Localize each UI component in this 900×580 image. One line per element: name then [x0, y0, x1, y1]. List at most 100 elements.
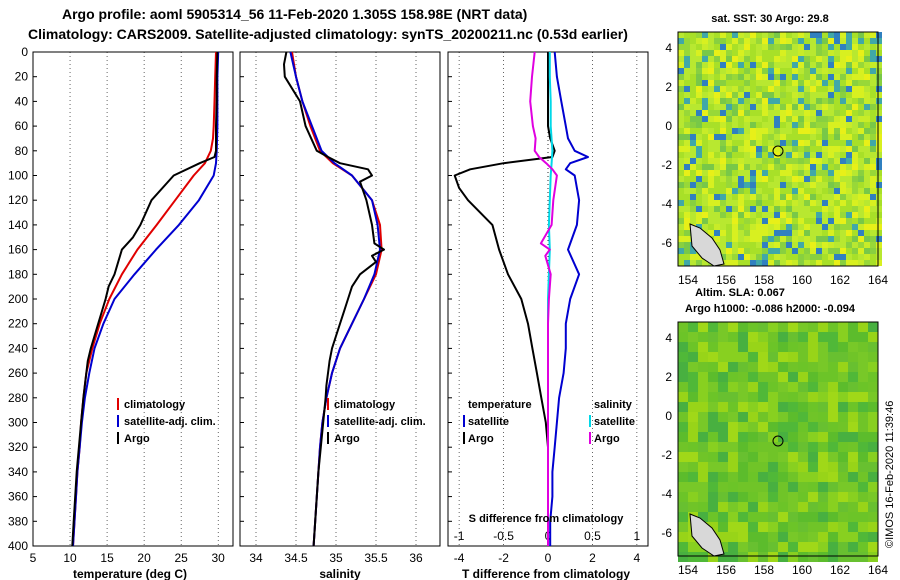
map-cell — [792, 110, 798, 116]
map-cell — [744, 74, 750, 80]
map-cell — [786, 212, 792, 218]
map-cell — [726, 104, 732, 110]
map-cell — [762, 254, 768, 260]
map-cell — [858, 32, 864, 38]
map-cell — [774, 62, 780, 68]
map-cell — [698, 512, 708, 522]
map-cell — [732, 122, 738, 128]
map-cell — [870, 158, 876, 164]
map-cell — [840, 62, 846, 68]
map-cell — [870, 74, 876, 80]
map-cell — [756, 56, 762, 62]
map-cell — [688, 362, 698, 372]
map-cell — [698, 502, 708, 512]
map-cell — [684, 146, 690, 152]
map-cell — [756, 206, 762, 212]
map-cell — [822, 92, 828, 98]
map-cell — [678, 218, 684, 224]
map-cell — [864, 194, 870, 200]
map-cell — [852, 146, 858, 152]
map-cell — [708, 432, 718, 442]
map-cell — [858, 56, 864, 62]
map-cell — [798, 432, 808, 442]
map-cell — [858, 110, 864, 116]
map-cell — [696, 122, 702, 128]
map-cell — [774, 92, 780, 98]
map-cell — [732, 86, 738, 92]
map-cell — [718, 352, 728, 362]
map-cell — [758, 342, 768, 352]
legend-satellite-adj: satellite-adj. clim. — [334, 416, 426, 428]
map-cell — [688, 552, 698, 562]
map-cell — [750, 152, 756, 158]
map-cell — [678, 462, 688, 472]
map-cell — [768, 362, 778, 372]
map-cell — [852, 44, 858, 50]
map-cell — [828, 92, 834, 98]
map-cell — [846, 122, 852, 128]
map-cell — [744, 170, 750, 176]
map-cell — [708, 158, 714, 164]
map-cell — [828, 206, 834, 212]
map-cell — [834, 212, 840, 218]
map-cell — [678, 322, 688, 332]
map-cell — [768, 158, 774, 164]
map-cell — [788, 452, 798, 462]
map-cell — [678, 542, 688, 552]
map-cell — [688, 422, 698, 432]
map-cell — [728, 362, 738, 372]
map-cell — [738, 352, 748, 362]
map-cell — [852, 164, 858, 170]
map-cell — [750, 212, 756, 218]
map-cell — [678, 472, 688, 482]
map-cell — [762, 260, 768, 266]
map-cell — [798, 116, 804, 122]
map-cell — [678, 254, 684, 260]
map-cell — [708, 392, 718, 402]
depth-tick-label: 280 — [8, 391, 28, 405]
map-cell — [768, 62, 774, 68]
map-cell — [696, 140, 702, 146]
map-cell — [738, 432, 748, 442]
secondary-x-tick-label: -1 — [454, 529, 465, 543]
map-cell — [838, 352, 848, 362]
map-cell — [808, 552, 818, 562]
map-cell — [748, 422, 758, 432]
map-cell — [698, 372, 708, 382]
map-cell — [714, 146, 720, 152]
map-cell — [738, 158, 744, 164]
map-cell — [858, 442, 868, 452]
map-cell — [696, 74, 702, 80]
map-cell — [696, 134, 702, 140]
map-cell — [868, 502, 878, 512]
map-cell — [714, 176, 720, 182]
map-cell — [768, 254, 774, 260]
map-cell — [714, 74, 720, 80]
x-tick-label: 15 — [100, 551, 114, 565]
map-cell — [816, 140, 822, 146]
map-cell — [816, 62, 822, 68]
map-cell — [702, 182, 708, 188]
map-cell — [738, 362, 748, 372]
map-cell — [822, 128, 828, 134]
map-cell — [852, 194, 858, 200]
map-cell — [780, 44, 786, 50]
map-cell — [810, 134, 816, 140]
map-cell — [798, 492, 808, 502]
legend-swatch-climatology — [327, 398, 329, 410]
map-cell — [714, 170, 720, 176]
map-cell — [786, 170, 792, 176]
map-cell — [838, 402, 848, 412]
map-cell — [748, 492, 758, 502]
map-cell — [696, 158, 702, 164]
map-cell — [858, 392, 868, 402]
map-cell — [840, 260, 846, 266]
map-cell — [702, 68, 708, 74]
map-cell — [804, 170, 810, 176]
map-cell — [786, 44, 792, 50]
map-cell — [744, 116, 750, 122]
map-cell — [808, 522, 818, 532]
map-cell — [870, 218, 876, 224]
map-cell — [868, 362, 878, 372]
map-cell — [876, 188, 882, 194]
